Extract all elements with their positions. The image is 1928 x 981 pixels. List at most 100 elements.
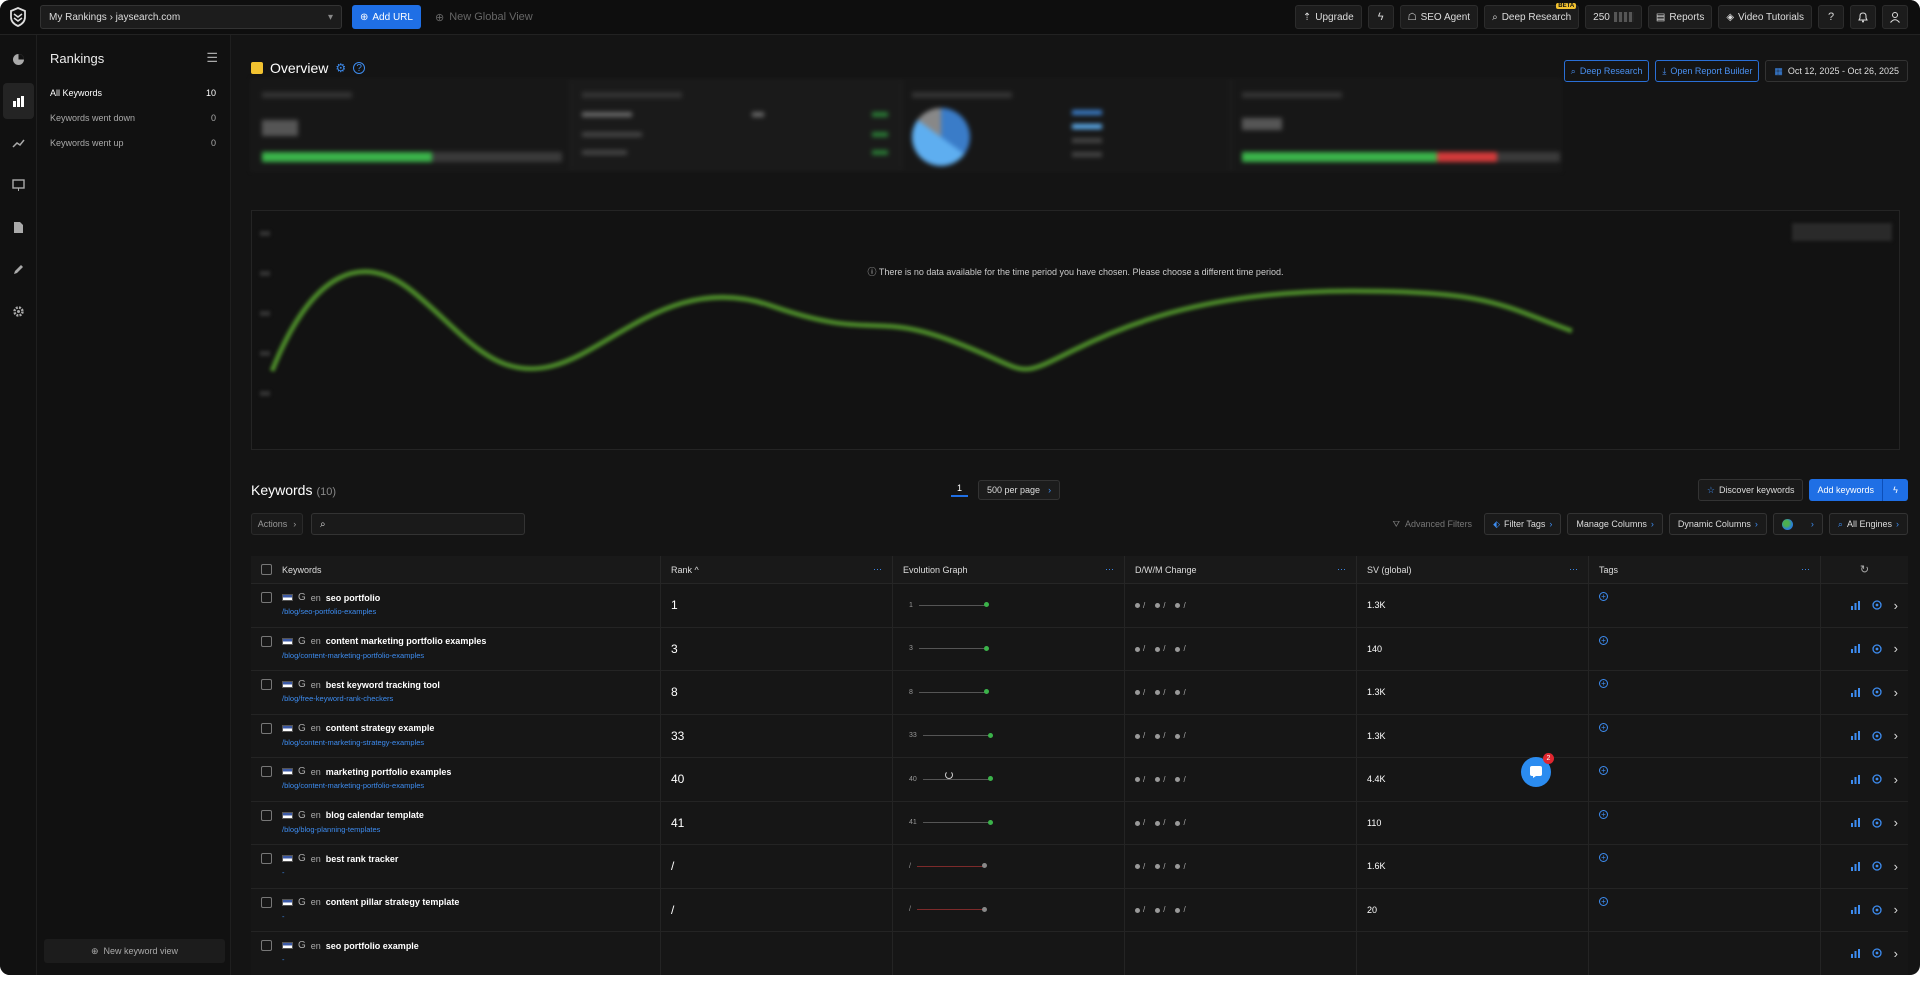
add-keywords-button[interactable]: Add keywords ϟ — [1809, 479, 1908, 501]
keyword-url[interactable]: - — [282, 868, 285, 877]
actions-dropdown[interactable]: Actions › — [251, 513, 303, 535]
rail-rankings[interactable] — [3, 83, 34, 119]
chevron-right-icon[interactable]: › — [1893, 597, 1898, 613]
target-icon[interactable] — [1872, 600, 1882, 610]
chart-icon[interactable] — [1850, 905, 1860, 915]
chart-icon[interactable] — [1850, 644, 1860, 654]
evolution-sparkline[interactable]: 40 — [903, 776, 993, 783]
advanced-filters-button[interactable]: ⛛ Advanced Filters — [1392, 519, 1478, 530]
more-icon[interactable]: ⋯ — [1569, 564, 1578, 574]
deep-research-button[interactable]: ⌕ Deep Research — [1563, 60, 1650, 82]
add-tag-icon[interactable]: + — [1599, 809, 1608, 819]
collapse-panel-icon[interactable]: ☰ — [206, 50, 218, 65]
rail-trends[interactable] — [0, 125, 37, 161]
row-checkbox[interactable] — [261, 896, 272, 908]
sidebar-item-keywords-up[interactable]: Keywords went up 0 — [37, 130, 230, 155]
lightning-icon[interactable]: ϟ — [1882, 479, 1908, 501]
col-evolution[interactable]: Evolution Graph ⋯ — [893, 556, 1125, 583]
keyword-name[interactable]: seo portfolio example — [325, 940, 419, 951]
evolution-sparkline[interactable]: 33 — [903, 732, 993, 739]
col-refresh[interactable]: ↻ — [1821, 556, 1908, 583]
add-tag-icon[interactable]: + — [1599, 896, 1608, 906]
chart-icon[interactable] — [1850, 774, 1860, 784]
dynamic-columns-button[interactable]: Dynamic Columns › — [1668, 513, 1767, 535]
col-keywords[interactable]: Keywords — [251, 556, 661, 583]
all-engines-select[interactable]: ⌕ All Engines › — [1828, 513, 1908, 535]
chart-icon[interactable] — [1850, 600, 1860, 610]
credits-indicator[interactable]: 250 — [1585, 5, 1642, 29]
rail-dashboard[interactable] — [0, 41, 37, 77]
rail-settings[interactable] — [0, 293, 37, 329]
chevron-right-icon[interactable]: › — [1893, 771, 1898, 787]
keyword-name[interactable]: seo portfolio — [325, 592, 381, 603]
more-icon[interactable]: ⋯ — [1801, 564, 1810, 574]
chevron-right-icon[interactable]: › — [1893, 641, 1898, 657]
deep-research-topbar-button[interactable]: ⌕ Deep Research BETA — [1484, 3, 1580, 29]
keyword-url[interactable]: - — [282, 911, 285, 921]
keyword-url[interactable]: /blog/content-marketing-portfolio-exampl… — [282, 781, 425, 790]
keyword-name[interactable]: content strategy example — [325, 723, 435, 733]
chart-icon[interactable] — [1850, 731, 1860, 741]
add-tag-icon[interactable]: + — [1599, 766, 1608, 775]
help-circle-icon[interactable]: ? — [353, 62, 366, 74]
add-tag-icon[interactable]: + — [1599, 679, 1608, 688]
per-page-select[interactable]: 500 per page › — [978, 480, 1061, 500]
row-checkbox[interactable] — [261, 635, 272, 647]
target-icon[interactable] — [1872, 731, 1882, 741]
target-icon[interactable] — [1872, 774, 1882, 784]
keyword-name[interactable]: best rank tracker — [325, 853, 399, 864]
keyword-url[interactable]: /blog/free-keyword-rank-checkers — [282, 694, 394, 703]
notifications-button[interactable] — [1850, 5, 1876, 29]
target-icon[interactable] — [1872, 905, 1882, 915]
new-global-view-button[interactable]: ⊕ New Global View — [435, 11, 533, 24]
rail-documents[interactable] — [0, 209, 37, 245]
chart-icon[interactable] — [1850, 818, 1860, 828]
row-checkbox[interactable] — [261, 722, 272, 734]
chevron-right-icon[interactable]: › — [1893, 815, 1898, 831]
chevron-right-icon[interactable]: › — [1893, 728, 1898, 744]
date-range-picker[interactable]: ▦ Oct 12, 2025 - Oct 26, 2025 — [1765, 60, 1908, 82]
project-selector[interactable]: My Rankings › jaysearch.com ▾ — [40, 5, 342, 29]
open-report-builder-button[interactable]: ⤓ Open Report Builder — [1655, 60, 1760, 82]
new-keyword-view-button[interactable]: ⊕ New keyword view — [44, 939, 225, 963]
target-icon[interactable] — [1872, 948, 1882, 958]
more-icon[interactable]: ⋯ — [1105, 564, 1114, 574]
keyword-name[interactable]: blog calendar template — [325, 810, 424, 820]
col-change[interactable]: D/W/M Change ⋯ — [1125, 556, 1357, 583]
add-tag-icon[interactable]: + — [1599, 722, 1608, 732]
chevron-right-icon[interactable]: › — [1893, 945, 1898, 961]
more-icon[interactable]: ⋯ — [873, 564, 882, 574]
col-sv[interactable]: SV (global) ⋯ — [1357, 556, 1589, 583]
chart-icon[interactable] — [1850, 861, 1860, 871]
more-icon[interactable]: ⋯ — [1337, 564, 1346, 574]
row-checkbox[interactable] — [261, 940, 272, 951]
keyword-url[interactable]: /blog/seo-portfolio-examples — [282, 607, 377, 616]
evolution-sparkline[interactable]: 8 — [903, 689, 989, 696]
profile-button[interactable] — [1882, 5, 1908, 29]
row-checkbox[interactable] — [261, 592, 272, 603]
row-checkbox[interactable] — [261, 809, 272, 821]
reports-button[interactable]: ▤ Reports — [1647, 5, 1713, 29]
col-rank[interactable]: Rank ^ ⋯ — [661, 556, 893, 583]
sidebar-item-keywords-down[interactable]: Keywords went down 0 — [37, 105, 230, 130]
target-icon[interactable] — [1872, 861, 1882, 871]
col-tags[interactable]: Tags ⋯ — [1589, 556, 1821, 583]
settings-gear-icon[interactable]: ⚙ — [335, 61, 347, 75]
keyword-url[interactable]: /blog/content-marketing-strategy-example… — [282, 737, 425, 747]
select-all-checkbox[interactable] — [261, 564, 272, 575]
chevron-right-icon[interactable]: › — [1893, 858, 1898, 874]
chart-icon[interactable] — [1850, 948, 1860, 958]
target-icon[interactable] — [1872, 687, 1882, 697]
evolution-sparkline[interactable]: 3 — [903, 645, 989, 652]
keyword-url[interactable]: - — [282, 955, 285, 964]
keyword-url[interactable]: /blog/blog-planning-templates — [282, 824, 381, 834]
rail-edit[interactable] — [0, 251, 37, 287]
keyword-name[interactable]: best keyword tracking tool — [325, 679, 440, 690]
chevron-right-icon[interactable]: › — [1893, 902, 1898, 918]
discover-keywords-button[interactable]: ☆ Discover keywords — [1697, 479, 1804, 501]
